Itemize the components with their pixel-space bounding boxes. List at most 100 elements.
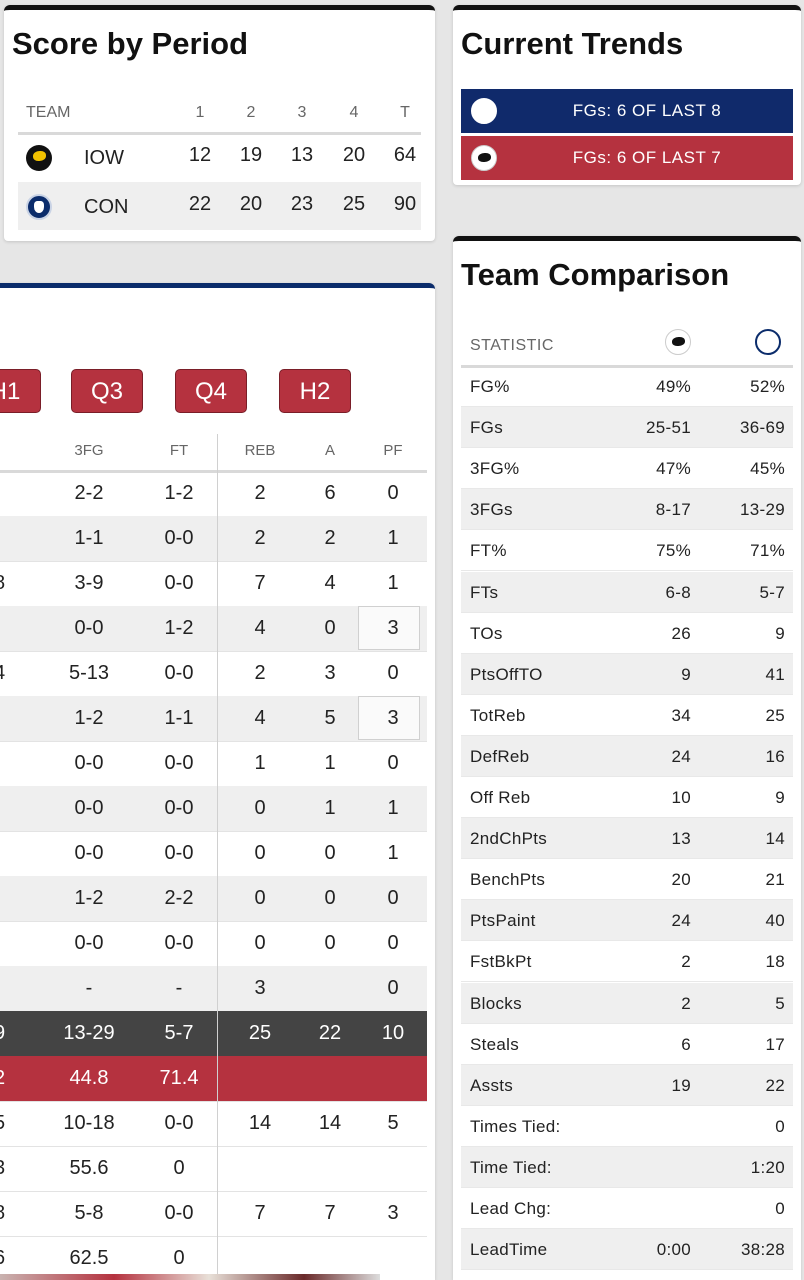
iow-value: 34	[671, 705, 691, 725]
cell-a: 4	[324, 572, 336, 594]
period-button-q4[interactable]: Q4	[175, 369, 247, 413]
cell-pf: 3	[387, 1202, 399, 1224]
con-value: 9	[775, 788, 785, 807]
table-row: 5 10-18 0-0 14 14 5	[0, 1101, 427, 1147]
cell-reb: 4	[254, 707, 266, 729]
stat-label: Times Tied:	[470, 1116, 561, 1136]
stat-label: Blocks	[470, 993, 522, 1013]
cell-a: 14	[318, 1112, 342, 1134]
cell-a: 0	[324, 932, 336, 954]
score-q3: 23	[290, 193, 314, 215]
score-by-period-card: Score by Period TEAM 1 2 3 4 T IOW 12 19…	[4, 5, 435, 241]
stat-label: BenchPts	[470, 870, 546, 890]
team-comparison-card: Team Comparison STATISTIC FG% 49% 52% FGs 25…	[453, 236, 801, 1280]
score-total: 90	[393, 193, 417, 215]
cell-a: 6	[324, 482, 336, 504]
con-value: 40	[765, 911, 785, 931]
comparison-row: FstBkPt 2 18	[461, 941, 793, 983]
cell-reb: 2	[254, 527, 266, 549]
comparison-row: FGs 25-51 36-69	[461, 407, 793, 449]
comparison-row: PtsOffTO 9 41	[461, 653, 793, 695]
comparison-row: TotReb 34 25	[461, 695, 793, 736]
table-row: 1-2 2-2 0 0 0	[0, 876, 427, 922]
iow-value: 24	[671, 746, 691, 766]
table-row: 0-0 0-0 1 1 0	[0, 741, 427, 787]
cell-a: 1	[324, 752, 336, 774]
iow-value: 0:00	[656, 1240, 691, 1260]
cell-ft: 0-0	[164, 842, 194, 864]
stat-label: TotReb	[470, 705, 526, 725]
cell-fg: 8	[0, 572, 14, 595]
comparison-row: Times Tied: 0	[461, 1106, 793, 1147]
stat-label: PtsPaint	[470, 911, 536, 931]
con-value: 16	[765, 746, 785, 766]
period-button-h1[interactable]: H1	[0, 369, 41, 413]
comparison-row: Steals 6 17	[461, 1024, 793, 1065]
iow-value: 6-8	[665, 582, 691, 602]
con-value: 0	[775, 1199, 785, 1218]
iow-value: 20	[671, 870, 691, 890]
stat-label: DefReb	[470, 746, 530, 766]
cell-pf: 1	[387, 842, 399, 864]
stat-label: Time Tied:	[470, 1157, 552, 1177]
period-button-q3[interactable]: Q3	[71, 369, 143, 413]
cell-reb: 4	[254, 617, 266, 639]
cell-a: 22	[318, 1022, 342, 1044]
cell-fg: 5	[0, 1112, 14, 1135]
cell-fg: 9	[0, 1022, 14, 1045]
stat-label: FTs	[470, 582, 499, 602]
table-row: 8 5-8 0-0 7 7 3	[0, 1191, 427, 1237]
con-value: 25	[765, 705, 785, 725]
con-value: 17	[765, 1034, 785, 1054]
cell-tfg: 2-2	[74, 482, 104, 504]
cell-ft: 71.4	[159, 1067, 199, 1089]
cell-reb: 0	[254, 797, 266, 819]
con-value: 14	[765, 829, 785, 849]
box-score-header: 3FG FT REB A PF	[0, 434, 427, 473]
con-value: 5-7	[759, 582, 785, 602]
team-comparison-header: STATISTIC	[461, 321, 793, 368]
header-team: TEAM	[26, 104, 71, 121]
score-q4: 25	[342, 193, 366, 215]
iow-value: 6	[681, 1034, 691, 1054]
comparison-row: DefReb 24 16	[461, 735, 793, 777]
stat-label: FGs	[470, 418, 504, 438]
cell-ft: 0-0	[164, 797, 194, 819]
trend-row-uconn[interactable]: FGs: 6 OF LAST 8	[461, 89, 793, 133]
comparison-row: FT% 75% 71%	[461, 530, 793, 572]
cell-tfg: 0-0	[74, 932, 104, 954]
iow-value: 8-17	[655, 500, 691, 520]
totals-row: 9 13-29 5-7 25 22 10	[0, 1011, 427, 1057]
period-button-h2[interactable]: H2	[279, 369, 351, 413]
con-value: 22	[765, 1075, 785, 1095]
score-q2: 20	[239, 193, 263, 215]
cell-reb: 3	[254, 977, 266, 999]
photo-strip	[0, 1274, 380, 1280]
stat-label: LeadTime	[470, 1240, 548, 1260]
table-row: 662.50	[0, 1236, 427, 1280]
con-value: 41	[765, 664, 785, 684]
header-q3: 3	[297, 104, 307, 121]
cell-pf: 0	[387, 887, 399, 909]
cell-a: 0	[324, 887, 336, 909]
table-row: - - 3 0	[0, 966, 427, 1012]
cell-reb: 2	[254, 482, 266, 504]
team-comparison-title: Team Comparison	[461, 257, 730, 292]
con-value: 36-69	[740, 418, 785, 438]
cell-tfg: 5-8	[74, 1202, 104, 1224]
cell-ft: 0	[173, 1157, 185, 1179]
cell-fg: 4	[0, 662, 14, 685]
cell-reb: 14	[248, 1112, 272, 1134]
stat-label: Lead Chg:	[470, 1199, 552, 1218]
iowa-hawkeye-icon	[26, 145, 52, 171]
cell-tfg: 5-13	[68, 662, 110, 684]
cell-a: 0	[324, 617, 336, 639]
cell-tfg: -	[85, 977, 93, 999]
iow-value: 10	[671, 788, 691, 807]
con-value: 18	[765, 952, 785, 972]
con-value: 38:28	[740, 1240, 785, 1260]
stat-label: Off Reb	[470, 788, 531, 807]
trend-row-iowa[interactable]: FGs: 6 OF LAST 7	[461, 136, 793, 180]
table-row: 0-0 0-0 0 0 1	[0, 831, 427, 877]
comparison-row: Assts 19 22	[461, 1064, 793, 1106]
